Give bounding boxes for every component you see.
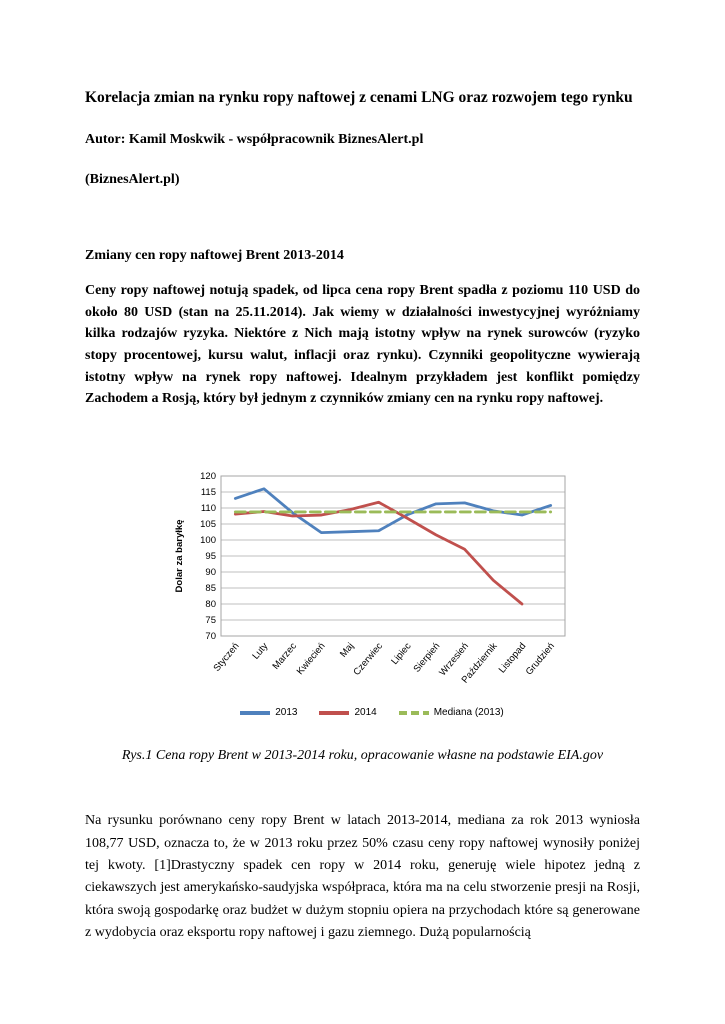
- x-tick-label: Grudzień: [524, 641, 557, 678]
- y-tick-label: 75: [205, 615, 216, 626]
- chart-legend: 2013 2014 Mediana (2013): [171, 707, 573, 718]
- legend-swatch: [398, 710, 429, 715]
- legend-item-2014: 2014: [319, 707, 377, 719]
- article-title: Korelacja zmian na rynku ropy naftowej z…: [85, 89, 633, 106]
- x-tick-label: Czerwiec: [351, 641, 385, 678]
- y-tick-label: 120: [200, 471, 216, 482]
- legend-swatch: [240, 710, 271, 715]
- x-tick-label: Luty: [250, 641, 270, 662]
- x-tick-label: Maj: [338, 641, 356, 660]
- x-tick-label: Marzec: [271, 641, 300, 672]
- y-tick-label: 110: [201, 503, 216, 514]
- figure-caption: Rys.1 Cena ropy Brent w 2013-2014 roku, …: [121, 748, 604, 764]
- body-paragraph: Na rysunku porównano ceny ropy Brent w l…: [85, 813, 640, 941]
- author-line: Autor: Kamil Moskwik - współpracownik Bi…: [85, 132, 424, 148]
- legend-item-2013: 2013: [240, 707, 297, 718]
- y-tick-label: 105: [200, 519, 216, 530]
- y-tick-label: 100: [200, 535, 216, 546]
- publisher-line: (BiznesAlert.pl): [85, 172, 180, 188]
- brent-price-chart: 70 75 80 85 90 95 100 105 110 115 120 Styczeń Luty Ma…: [171, 468, 573, 718]
- y-tick-label: 80: [205, 599, 216, 610]
- x-tick-label: Styczeń: [211, 641, 241, 674]
- lead-paragraph: Ceny ropy naftowej notują spadek, od lip…: [85, 283, 640, 407]
- x-tick-label: Kwiecień: [295, 641, 328, 677]
- series-line-2014: [233, 500, 524, 606]
- legend-label: 2013: [275, 707, 298, 719]
- document-content: Korelacja zmian na rynku ropy naftowej z…: [85, 89, 640, 941]
- y-tick-label: 85: [205, 583, 216, 594]
- legend-item-mediana--2013-: Mediana (2013): [398, 707, 504, 719]
- x-tick-label: Lipiec: [389, 641, 414, 667]
- y-tick-label: 90: [205, 567, 216, 578]
- y-tick-label: 95: [205, 551, 216, 562]
- y-tick-label: 115: [201, 487, 216, 498]
- legend-swatch: [319, 710, 350, 715]
- legend-label: 2014: [354, 707, 377, 719]
- section-heading: Zmiany cen ropy naftowej Brent 2013-2014: [85, 248, 344, 264]
- legend-label: Mediana (2013): [433, 707, 504, 719]
- y-axis-label: Dolar za baryłkę: [174, 520, 185, 593]
- y-tick-label: 70: [205, 631, 216, 642]
